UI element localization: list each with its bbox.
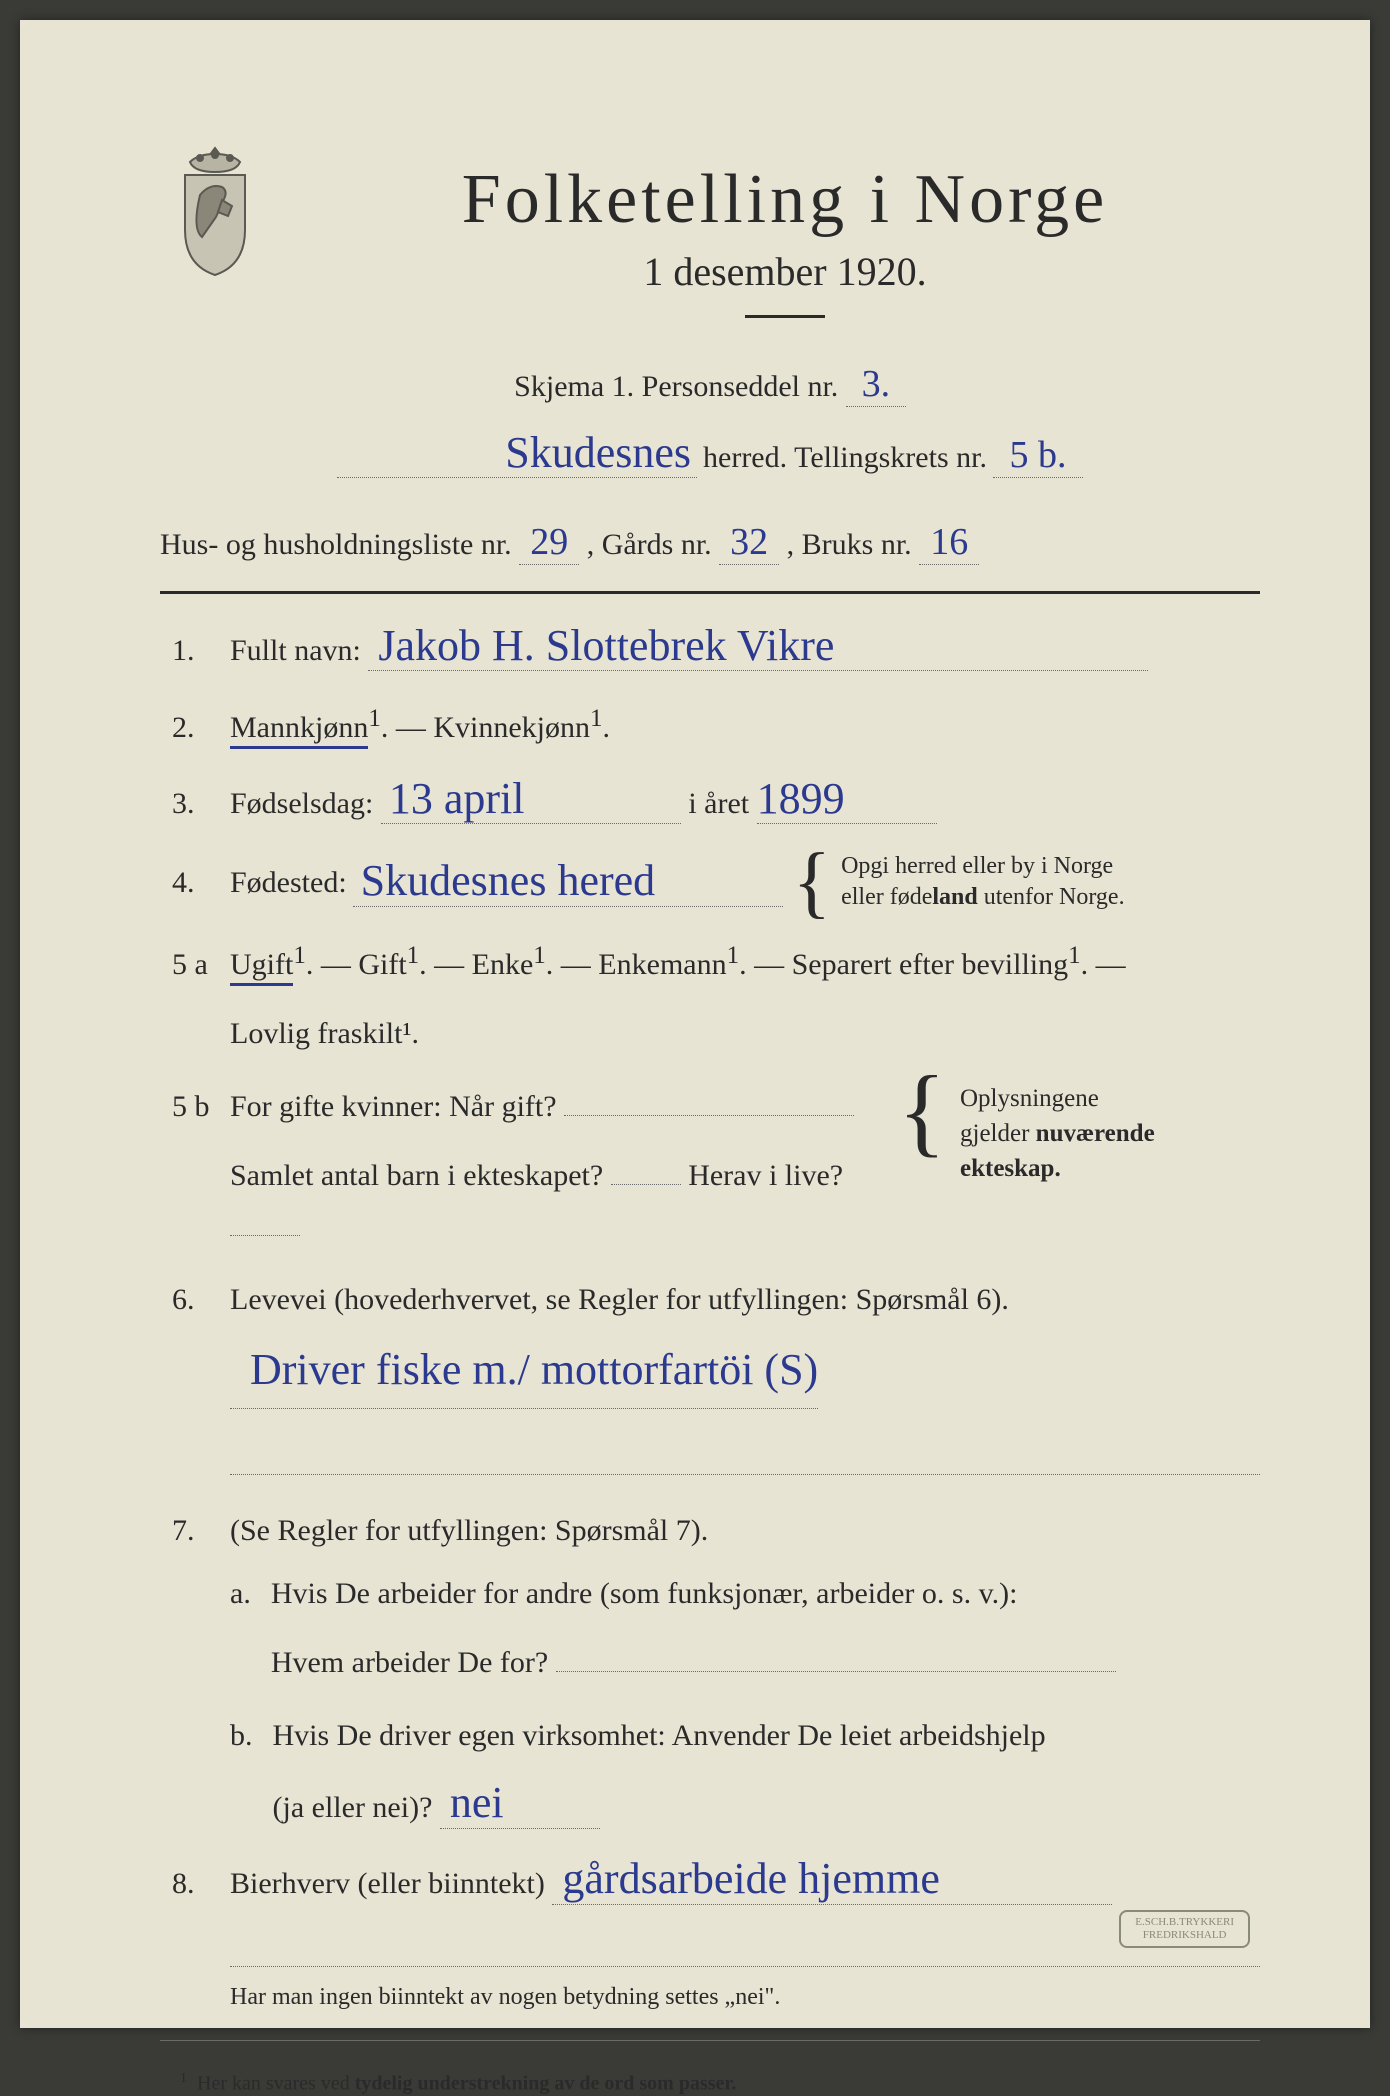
q2-num: 2. xyxy=(160,702,230,753)
q6: 6. Levevei (hovederhvervet, se Regler fo… xyxy=(160,1274,1260,1483)
brace-icon: { xyxy=(898,1081,946,1252)
herred-label: herred. Tellingskrets nr. xyxy=(703,429,987,486)
form-meta: Skjema 1. Personseddel nr. 3. Skudesnes … xyxy=(160,358,1260,486)
footer-rule xyxy=(160,2040,1260,2041)
q3-label: Fødselsdag: xyxy=(230,787,373,820)
bruks-label: , Bruks nr. xyxy=(787,528,912,561)
title-block: Folketelling i Norge 1 desember 1920. xyxy=(310,160,1260,348)
q6-value: Driver fiske m./ mottorfartöi (S) xyxy=(230,1333,818,1409)
skjema-label: Skjema 1. Personseddel nr. xyxy=(514,370,838,403)
q5a-line2: Lovlig fraskilt¹. xyxy=(230,1008,1260,1059)
q3-num: 3. xyxy=(160,778,230,829)
q5a-selected: Ugift xyxy=(230,948,293,986)
q7b-l1: Hvis De driver egen virksomhet: Anvender… xyxy=(273,1710,1261,1761)
q7a-l2: Hvem arbeider De for? xyxy=(271,1646,548,1679)
q4-label: Fødested: xyxy=(230,857,347,908)
herred-value: Skudesnes xyxy=(337,429,697,478)
q5b-note: Oplysningene gjelder nuværende ekteskap. xyxy=(960,1081,1260,1252)
brace-icon: { xyxy=(793,858,831,906)
q8-footer: Har man ingen biinntekt av nogen betydni… xyxy=(230,1977,1260,2018)
q2: 2. Mannkjønn1. — Kvinnekjønn1. xyxy=(160,698,1260,753)
subtitle: 1 desember 1920. xyxy=(310,248,1260,295)
census-form-page: Folketelling i Norge 1 desember 1920. Sk… xyxy=(20,20,1370,2028)
q5b-l2b: Herav i live? xyxy=(688,1159,843,1192)
q5b-l2a: Samlet antal barn i ekteskapet? xyxy=(230,1159,603,1192)
q8-label: Bierhverv (eller biinntekt) xyxy=(230,1867,545,1900)
header: Folketelling i Norge 1 desember 1920. xyxy=(160,160,1260,348)
personseddel-nr: 3. xyxy=(846,364,906,407)
q4: 4. Fødested: Skudesnes hered { Opgi herr… xyxy=(160,851,1260,913)
hus-line: Hus- og husholdningsliste nr. 29 , Gårds… xyxy=(160,516,1260,573)
printer-stamp: E.SCH.B.TRYKKERI FREDRIKSHALD xyxy=(1119,1910,1250,1948)
q3: 3. Fødselsdag: 13 april i året 1899 xyxy=(160,775,1260,829)
q7b-l2: (ja eller nei)? xyxy=(273,1791,433,1824)
q1: 1. Fullt navn: Jakob H. Slottebrek Vikre xyxy=(160,622,1260,676)
gards-nr: 32 xyxy=(719,522,779,565)
hus-label: Hus- og husholdningsliste nr. xyxy=(160,528,512,561)
gards-label: , Gårds nr. xyxy=(587,528,712,561)
q6-blank xyxy=(230,1425,1260,1475)
q7a-label: a. xyxy=(230,1568,251,1688)
q8-value: gårdsarbeide hjemme xyxy=(552,1855,1112,1904)
q2-sep: — xyxy=(396,711,434,744)
q5b-l1a: For gifte kvinner: Når gift? xyxy=(230,1090,557,1123)
title-rule xyxy=(745,315,825,318)
main-title: Folketelling i Norge xyxy=(310,160,1260,240)
bruks-nr: 16 xyxy=(919,522,979,565)
divider xyxy=(160,591,1260,594)
q6-label: Levevei (hovederhvervet, se Regler for u… xyxy=(230,1283,1009,1316)
q7b-label: b. xyxy=(230,1710,253,1833)
q1-label: Fullt navn: xyxy=(230,634,361,667)
q8-num: 8. xyxy=(160,1858,230,1909)
coat-of-arms-icon xyxy=(160,140,270,280)
q3-mid: i året xyxy=(688,787,756,820)
q7-num: 7. xyxy=(160,1505,230,1556)
footnote: 1 Her kan svares ved tydelig understrekn… xyxy=(160,2071,1260,2096)
q8: 8. Bierhverv (eller biinntekt) gårdsarbe… xyxy=(160,1855,1260,2018)
q2-selected: Mannkjønn xyxy=(230,711,368,749)
hus-nr: 29 xyxy=(519,522,579,565)
q3-day: 13 april xyxy=(381,775,681,824)
q4-num: 4. xyxy=(160,857,230,908)
q5b: 5 b For gifte kvinner: Når gift? Samlet … xyxy=(160,1081,1260,1252)
q7b: b. Hvis De driver egen virksomhet: Anven… xyxy=(160,1710,1260,1833)
q4-note: Opgi herred eller by i Norge eller fødel… xyxy=(841,851,1125,913)
q7-label: (Se Regler for utfyllingen: Spørsmål 7). xyxy=(230,1514,708,1547)
q5a: 5 a Ugift1. — Gift1. — Enke1. — Enkemann… xyxy=(160,935,1260,1059)
q8-blank xyxy=(230,1917,1260,1967)
q7a: a. Hvis De arbeider for andre (som funks… xyxy=(160,1568,1260,1688)
tellingskrets-nr: 5 b. xyxy=(993,435,1083,478)
q4-value: Skudesnes hered xyxy=(353,857,783,906)
q7b-value: nei xyxy=(440,1779,600,1828)
q6-num: 6. xyxy=(160,1274,230,1325)
q1-value: Jakob H. Slottebrek Vikre xyxy=(368,622,1148,671)
q3-year: 1899 xyxy=(757,775,937,824)
q5b-num: 5 b xyxy=(160,1081,230,1132)
q7a-l1: Hvis De arbeider for andre (som funksjon… xyxy=(271,1568,1260,1619)
q7: 7. (Se Regler for utfyllingen: Spørsmål … xyxy=(160,1505,1260,1556)
q1-num: 1. xyxy=(160,625,230,676)
q5a-num: 5 a xyxy=(160,939,230,990)
q2-opt2: Kvinnekjønn xyxy=(433,711,590,744)
